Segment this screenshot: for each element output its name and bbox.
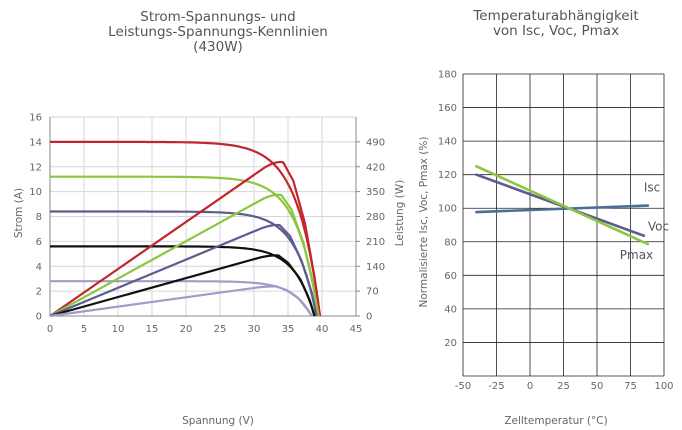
iv-curve-4 [50, 280, 313, 317]
temp-line-pmax [475, 164, 650, 246]
iv-curve-2 [50, 210, 318, 317]
iv-x-tick-label: 30 [248, 324, 261, 335]
pv-curve-9 [49, 285, 313, 318]
iv-y-tick-label: 14 [29, 137, 42, 148]
iv-x-tick-label: 0 [47, 324, 53, 335]
iv-y2-tick-label: 210 [366, 237, 385, 248]
pv-curve-6 [49, 193, 320, 317]
iv-y2-axis-label: Leistung (W) [394, 180, 406, 247]
iv-x-axis-label: Spannung (V) [182, 415, 254, 427]
temp-x-tick-label: 75 [624, 381, 637, 392]
iv-y-tick-label: 10 [29, 187, 42, 198]
iv-y2-tick-label: 420 [366, 162, 385, 173]
iv-x-tick-label: 45 [350, 324, 363, 335]
iv-curve-1 [50, 175, 320, 317]
iv-y2-tick-label: 0 [366, 312, 372, 323]
iv-x-tick-label: 15 [146, 324, 159, 335]
temp-y-tick-label: 100 [438, 204, 457, 215]
iv-x-tick-label: 10 [112, 324, 125, 335]
temp-series-label-pmax: Pmax [620, 248, 653, 262]
temp-chart-title-line2: von Isc, Voc, Pmax [493, 23, 619, 39]
iv-y-tick-label: 8 [36, 212, 42, 223]
iv-y-tick-label: 0 [36, 312, 42, 323]
temp-x-tick-label: -50 [455, 381, 471, 392]
pv-curve-5 [49, 160, 322, 317]
temp-y-tick-label: 20 [444, 338, 457, 349]
iv-y2-tick-label: 350 [366, 187, 385, 198]
iv-x-tick-label: 5 [81, 324, 87, 335]
iv-y-tick-label: 16 [29, 113, 42, 124]
iv-y2-tick-label: 140 [366, 262, 385, 273]
pv-curve-7 [49, 223, 318, 318]
temp-y-tick-label: 140 [438, 137, 457, 148]
temp-x-tick-label: 50 [591, 381, 604, 392]
iv-chart-title-line3: (430W) [193, 39, 243, 55]
iv-y2-tick-label: 490 [366, 137, 385, 148]
temp-line-isc [475, 204, 650, 214]
temp-y-axis-label: Normalisierte Isc, Voc, Pmax (%) [418, 137, 430, 308]
iv-y-tick-label: 2 [36, 287, 42, 298]
iv-x-tick-label: 25 [214, 324, 227, 335]
temp-y-tick-label: 160 [438, 103, 457, 114]
iv-chart-title-line2: Leistungs-Spannungs-Kennlinien [108, 24, 328, 40]
iv-y-tick-label: 4 [36, 262, 42, 273]
temp-y-tick-label: 180 [438, 70, 457, 81]
iv-y2-tick-label: 280 [366, 212, 385, 223]
temp-y-tick-label: 40 [444, 304, 457, 315]
iv-chart-title-line1: Strom-Spannungs- und [140, 9, 295, 25]
iv-y-axis-label: Strom (A) [13, 188, 25, 238]
temp-y-tick-label: 120 [438, 170, 457, 181]
temp-series-label-isc: Isc [644, 181, 660, 195]
temp-x-axis-label: Zelltemperatur (°C) [504, 415, 607, 427]
temp-x-tick-label: -25 [488, 381, 504, 392]
iv-curve-3 [50, 245, 316, 317]
iv-curve-0 [50, 140, 322, 317]
temp-chart-title-line1: Temperaturabhängigkeit [472, 8, 638, 24]
temp-x-tick-label: 0 [527, 381, 533, 392]
temp-y-tick-label: 60 [444, 271, 457, 282]
iv-x-tick-label: 20 [180, 324, 193, 335]
iv-y2-tick-label: 70 [366, 287, 379, 298]
pv-curve-8 [49, 254, 316, 318]
iv-y-tick-label: 6 [36, 237, 42, 248]
temp-series-label-voc: Voc [648, 220, 669, 234]
iv-y-tick-label: 12 [29, 162, 42, 173]
temp-y-tick-label: 80 [444, 237, 457, 248]
iv-x-tick-label: 35 [282, 324, 295, 335]
temp-x-tick-label: 25 [557, 381, 570, 392]
iv-x-tick-label: 40 [316, 324, 329, 335]
temp-x-tick-label: 100 [654, 381, 673, 392]
